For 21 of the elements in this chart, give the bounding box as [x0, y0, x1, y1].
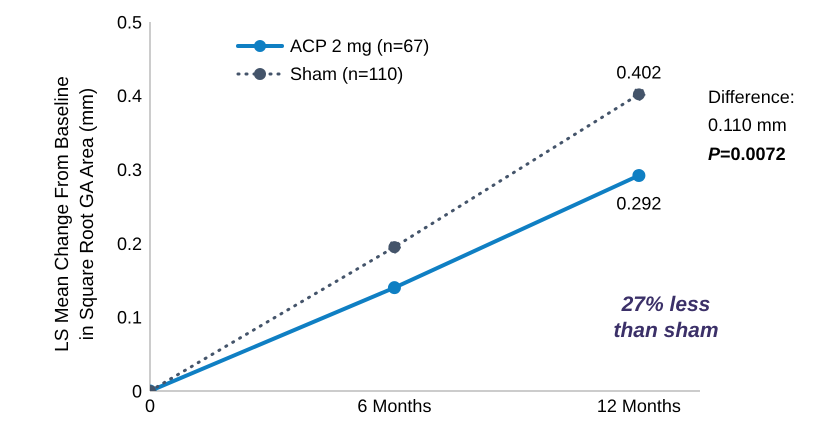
- point: [632, 169, 646, 182]
- y-tick-label: 0.2: [116, 234, 142, 254]
- annotation: 27% less than sham: [613, 293, 719, 342]
- point: [388, 281, 401, 294]
- x-tick-label: 0: [144, 396, 156, 416]
- y-tick-label: 0.4: [116, 86, 142, 106]
- data-label: 0.402: [616, 62, 662, 82]
- point: [632, 88, 646, 101]
- legend-label: Sham (n=110): [290, 64, 404, 84]
- text: Difference: 0.110 mm: [708, 87, 795, 135]
- text: P=0.0072: [708, 144, 786, 164]
- x-tick-label: 12 Months: [596, 396, 681, 416]
- y-tick-label: 0.5: [116, 12, 142, 32]
- y-axis-title: LS Mean Change From Baseline in Square Root GA Area (mm): [52, 76, 98, 352]
- y-tick-label: 0: [132, 381, 142, 402]
- y-tick-label: 0.1: [116, 308, 142, 328]
- point: [388, 240, 401, 254]
- y-tick-label: 0.3: [116, 160, 142, 180]
- data-label: 0.292: [616, 194, 662, 214]
- x-tick-label: 6 Months: [357, 396, 432, 416]
- legend-label: ACP 2 mg (n=67): [290, 36, 430, 56]
